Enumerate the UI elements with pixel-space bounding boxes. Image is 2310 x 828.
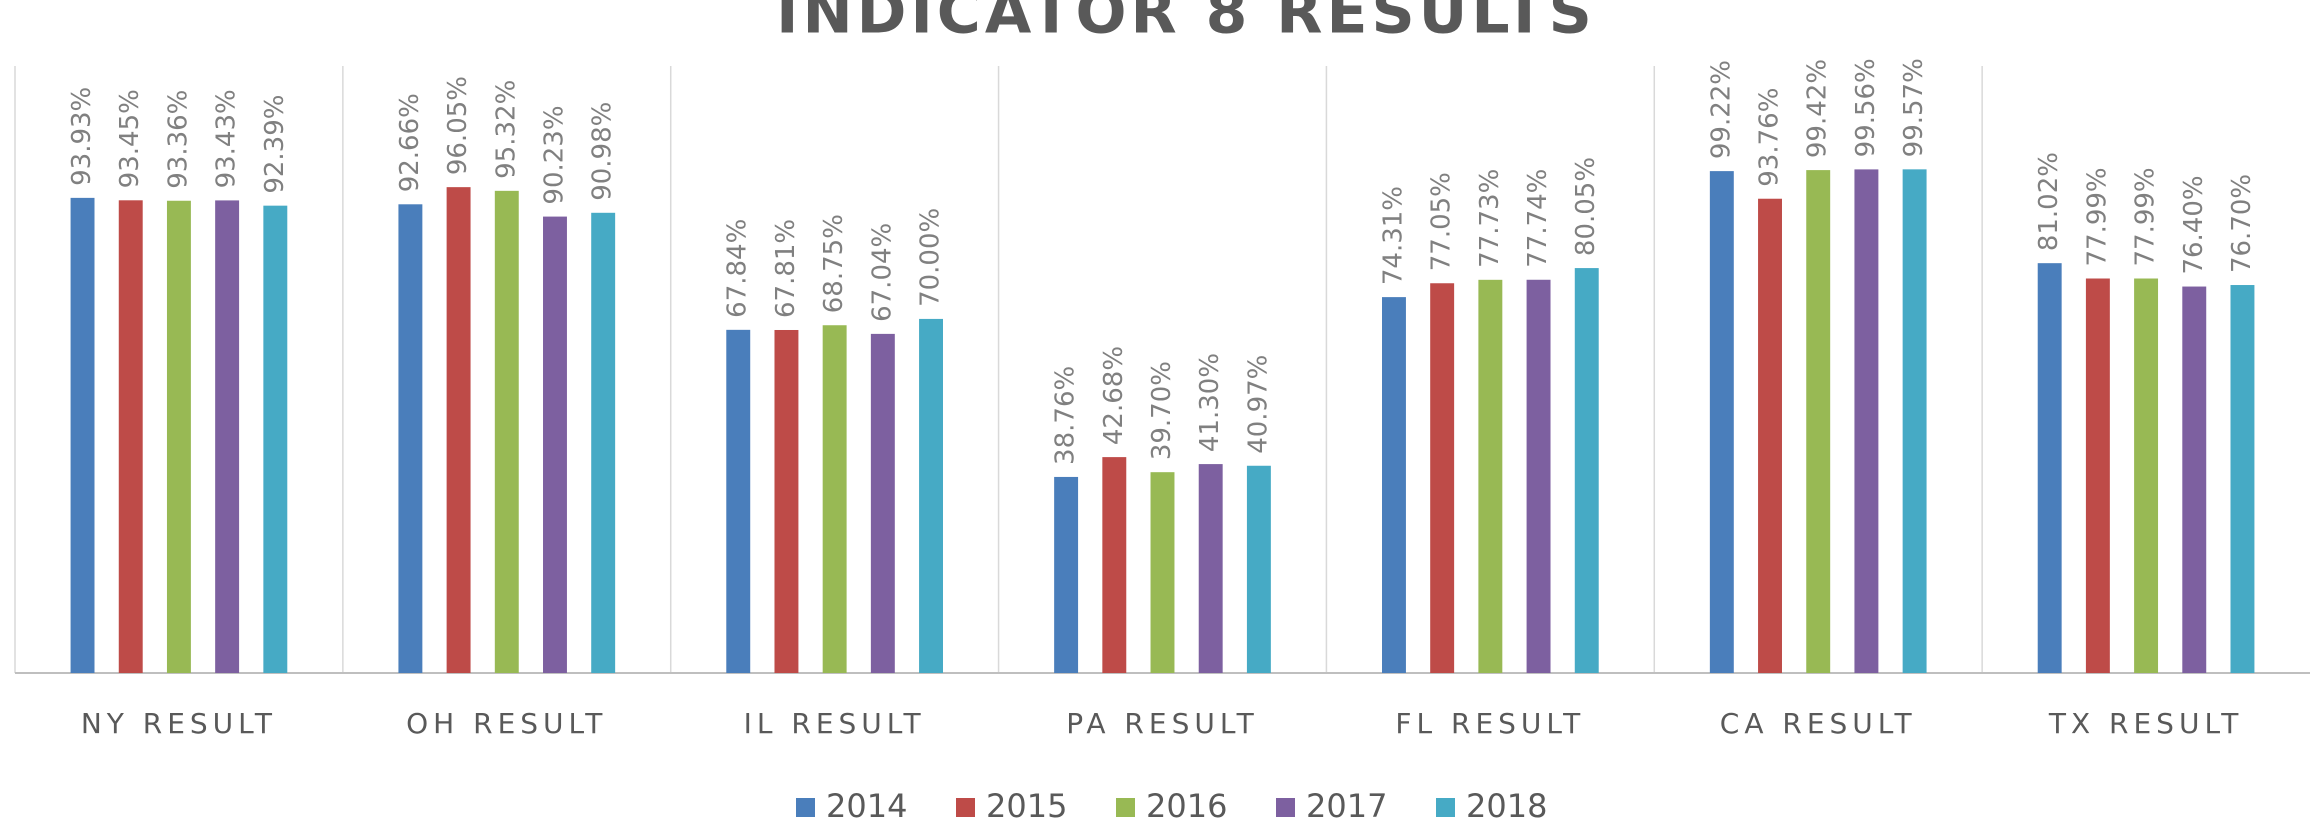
- data-label: 90.98%: [588, 102, 618, 201]
- bar: [2230, 285, 2255, 673]
- data-label: 99.42%: [1803, 59, 1833, 158]
- data-label: 80.05%: [1571, 157, 1601, 256]
- bar: [1246, 465, 1271, 673]
- bar: [591, 212, 616, 673]
- bar: [70, 197, 95, 674]
- data-label: 99.56%: [1851, 58, 1881, 157]
- data-label: 95.32%: [491, 80, 521, 179]
- x-tick-label: CA RESULT: [1720, 707, 1917, 740]
- x-tick-label: TX RESULT: [2048, 707, 2243, 740]
- bar: [543, 216, 567, 673]
- data-label: 96.05%: [443, 76, 473, 175]
- bar: [822, 325, 847, 673]
- bar: [446, 187, 471, 673]
- bar: [1709, 171, 1734, 673]
- data-label: 77.05%: [1427, 172, 1457, 271]
- data-label: 93.45%: [115, 89, 145, 188]
- bar: [1574, 268, 1599, 673]
- data-label: 93.36%: [163, 90, 193, 189]
- chart-title: INDICATOR 8 RESULTS: [776, 0, 1596, 48]
- legend-label: 2016: [1146, 787, 1227, 825]
- bar: [919, 318, 943, 673]
- data-label: 93.76%: [1755, 88, 1785, 187]
- x-tick-label: PA RESULT: [1066, 707, 1258, 740]
- bar: [1526, 279, 1551, 673]
- bar: [1102, 457, 1127, 673]
- data-label: 39.70%: [1147, 361, 1177, 460]
- legend-swatch: [956, 798, 975, 817]
- bar: [2182, 286, 2207, 673]
- data-label: 77.99%: [2131, 167, 2161, 266]
- data-label: 92.66%: [395, 93, 425, 192]
- legend-label: 2018: [1466, 787, 1547, 825]
- data-label: 38.76%: [1051, 366, 1081, 465]
- data-label: 92.39%: [260, 95, 290, 194]
- data-label: 99.57%: [1899, 58, 1929, 157]
- data-label: 67.81%: [771, 219, 801, 318]
- bar: [1150, 472, 1175, 673]
- legend-label: 2015: [986, 787, 1067, 825]
- bar: [494, 190, 519, 673]
- bar: [1382, 297, 1406, 673]
- bar: [774, 329, 799, 673]
- bar: [215, 200, 240, 674]
- bar: [2134, 278, 2159, 673]
- data-label: 81.02%: [2034, 152, 2064, 251]
- data-label: 67.84%: [723, 219, 753, 318]
- bar: [1902, 169, 1927, 674]
- bar: [1430, 283, 1455, 673]
- bar: [1478, 279, 1503, 673]
- data-label: 68.75%: [819, 214, 849, 313]
- data-label: 77.74%: [1523, 169, 1553, 268]
- data-label: 76.70%: [2227, 174, 2257, 273]
- legend-swatch: [1276, 798, 1295, 817]
- data-label: 41.30%: [1195, 353, 1225, 452]
- bar: [118, 200, 143, 673]
- data-label: 42.68%: [1099, 346, 1129, 445]
- x-tick-label: OH RESULT: [406, 707, 607, 740]
- data-label: 76.40%: [2179, 175, 2209, 274]
- x-tick-label: IL RESULT: [744, 707, 926, 740]
- legend-swatch: [796, 798, 815, 817]
- data-label: 70.00%: [916, 208, 946, 307]
- bar: [2037, 263, 2062, 673]
- legend-swatch: [1436, 798, 1455, 817]
- data-label: 77.73%: [1475, 169, 1505, 268]
- bar: [1054, 476, 1079, 673]
- bar: [726, 329, 751, 673]
- bar: [1198, 464, 1223, 673]
- data-label: 77.99%: [2082, 167, 2112, 266]
- data-label: 40.97%: [1243, 355, 1273, 454]
- data-label: 93.93%: [67, 87, 97, 186]
- legend-label: 2014: [826, 787, 907, 825]
- legend-swatch: [1116, 798, 1135, 817]
- bar: [166, 200, 191, 673]
- x-tick-label: NY RESULT: [81, 707, 277, 740]
- data-label: 67.04%: [867, 223, 897, 322]
- data-label: 99.22%: [1706, 60, 1736, 159]
- bar: [1758, 198, 1782, 674]
- bar: [870, 333, 895, 673]
- bar: [1806, 170, 1831, 673]
- bar: [398, 204, 423, 673]
- data-label: 93.43%: [212, 89, 242, 188]
- data-label: 74.31%: [1378, 186, 1408, 285]
- legend-label: 2017: [1306, 787, 1387, 825]
- bar: [2085, 278, 2110, 673]
- bar: [1854, 169, 1879, 673]
- bar: [263, 205, 288, 673]
- x-tick-label: FL RESULT: [1395, 707, 1585, 740]
- data-label: 90.23%: [539, 105, 569, 204]
